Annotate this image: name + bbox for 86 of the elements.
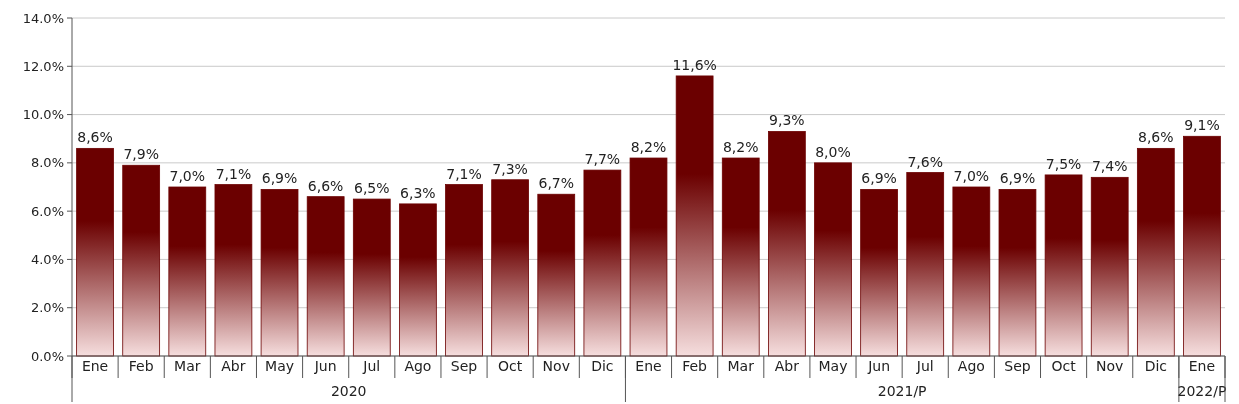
bar xyxy=(399,203,437,357)
x-tick-label: Jul xyxy=(362,358,381,374)
data-label: 7,4% xyxy=(1091,158,1128,175)
data-label: 7,0% xyxy=(169,168,206,184)
data-label: 8,0% xyxy=(815,143,851,160)
data-label: 6,7% xyxy=(538,175,575,192)
data-label: 7,1% xyxy=(215,165,252,182)
x-tick-label: May xyxy=(818,358,848,374)
bar xyxy=(537,193,576,357)
x-tick-label: Ene xyxy=(635,358,662,374)
data-label: 6,6% xyxy=(307,177,344,194)
text: 2021/P xyxy=(877,383,927,399)
bar xyxy=(1044,174,1083,357)
text: 2022/P xyxy=(1177,383,1227,399)
y-tick-label: 14.0% xyxy=(22,10,64,26)
x-tick-label: Sep xyxy=(450,358,478,374)
x-tick-label: Jul xyxy=(915,358,934,374)
data-label: 8,2% xyxy=(630,139,667,156)
x-tick-label: Nov xyxy=(542,358,570,374)
y-tick-label: 4.0% xyxy=(30,251,64,267)
y-tick-label: 0.0% xyxy=(30,348,64,364)
x-tick-label: Oct xyxy=(1051,358,1077,374)
bar xyxy=(629,157,668,357)
data-label: 9,1% xyxy=(1184,117,1220,134)
x-tick-label: Jun xyxy=(313,358,337,374)
x-tick-label: Feb xyxy=(682,358,708,374)
data-label: 7,9% xyxy=(123,146,159,163)
data-label: 9,3% xyxy=(769,112,805,129)
x-tick-label: Ene xyxy=(81,358,109,374)
y-tick-label: 10.0% xyxy=(22,107,64,123)
x-tick-label: Sep xyxy=(1004,358,1031,374)
data-label: 7,5% xyxy=(1045,155,1082,172)
bar xyxy=(1183,135,1221,357)
x-tick-label: Ago xyxy=(404,358,432,374)
data-label: 7,6% xyxy=(907,153,944,170)
x-tick-label: Oct xyxy=(498,358,523,374)
text: 2020 xyxy=(330,383,367,399)
data-label: 6,3% xyxy=(400,184,436,201)
bar xyxy=(721,157,760,357)
bar xyxy=(952,186,991,357)
x-tick-label: Mar xyxy=(727,358,755,374)
x-tick-label: Feb xyxy=(128,358,154,374)
data-label: 6,9% xyxy=(261,170,298,187)
bar xyxy=(906,172,945,357)
bar xyxy=(768,131,806,357)
x-tick-label: Nov xyxy=(1096,358,1124,374)
data-label: 7,3% xyxy=(492,160,528,177)
bar xyxy=(998,189,1037,357)
data-label: 8,6% xyxy=(77,129,113,146)
data-label: 8,2% xyxy=(722,139,759,156)
bar xyxy=(583,169,622,357)
y-tick-label: 8.0% xyxy=(30,155,64,171)
data-label: 6,9% xyxy=(861,170,897,187)
data-label: 6,9% xyxy=(999,170,1036,187)
x-tick-label: Ago xyxy=(957,358,985,374)
data-label: 7,7% xyxy=(584,151,621,168)
bar xyxy=(1090,176,1129,357)
bar xyxy=(122,164,161,357)
bar xyxy=(214,184,253,357)
x-tick-label: Abr xyxy=(221,358,246,374)
bar xyxy=(1136,147,1175,357)
bar xyxy=(491,179,529,357)
x-tick-label: Jun xyxy=(867,358,891,374)
x-tick-label: Dic xyxy=(1144,358,1168,374)
data-label: 11,6% xyxy=(672,56,717,73)
bar xyxy=(76,147,114,357)
y-tick-label: 12.0% xyxy=(22,58,64,74)
bar xyxy=(814,162,852,357)
data-label: 6,5% xyxy=(353,180,390,197)
data-label: 7,1% xyxy=(446,165,482,182)
y-tick-label: 6.0% xyxy=(30,203,64,219)
data-label: 7,0% xyxy=(953,168,990,184)
x-tick-label: Ene xyxy=(1188,358,1216,374)
bar xyxy=(306,196,345,357)
bar xyxy=(445,184,483,357)
x-tick-label: Abr xyxy=(774,358,800,374)
x-tick-label: Mar xyxy=(174,358,201,374)
x-tick-label: May xyxy=(265,358,295,374)
bar xyxy=(675,75,714,357)
bar xyxy=(352,198,391,357)
data-label: 8,6% xyxy=(1138,129,1174,146)
bar xyxy=(860,189,898,357)
y-tick-label: 2.0% xyxy=(30,300,64,316)
bar xyxy=(168,186,207,357)
x-tick-label: Dic xyxy=(591,358,614,374)
bar xyxy=(260,189,299,357)
